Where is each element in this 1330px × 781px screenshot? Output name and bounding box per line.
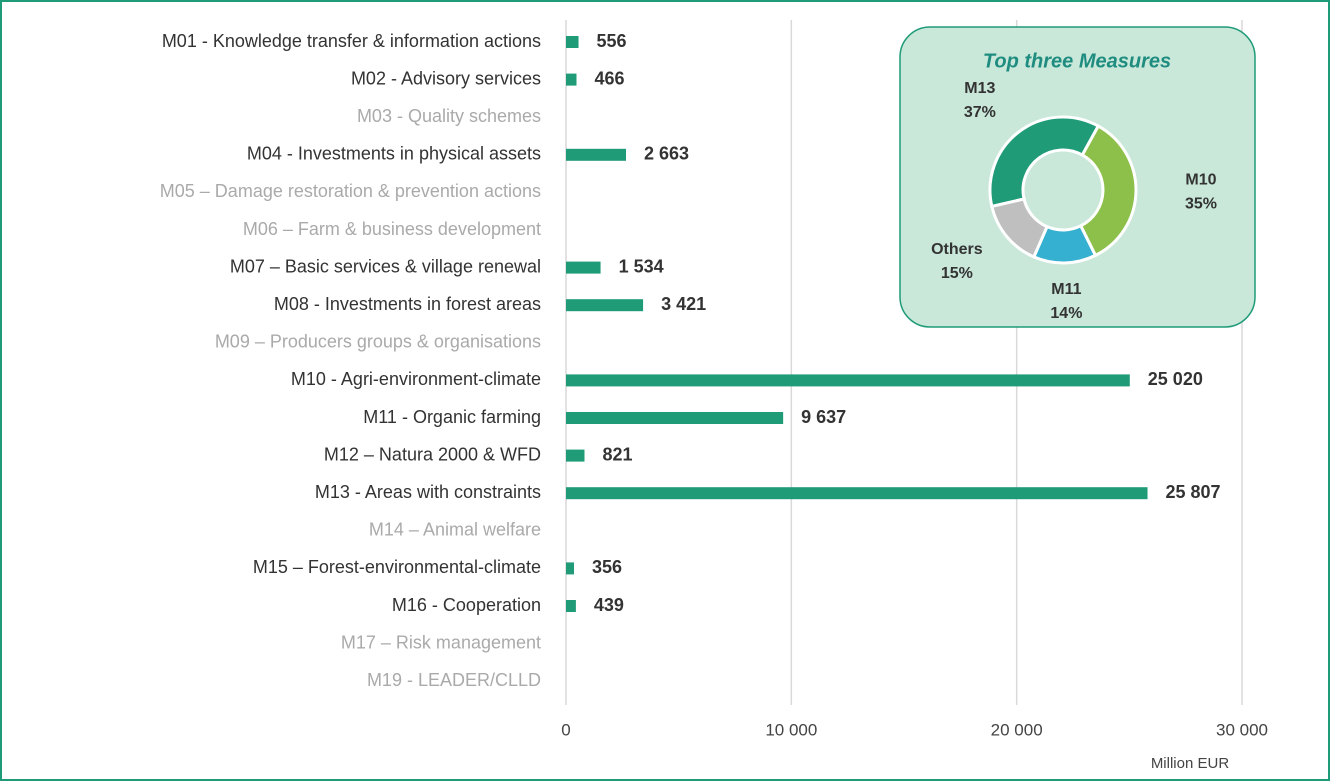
value-label: 466 xyxy=(595,68,625,88)
category-label: M12 – Natura 2000 & WFD xyxy=(324,444,541,464)
bar xyxy=(566,487,1148,500)
bar xyxy=(566,148,627,161)
inset-panel xyxy=(899,26,1256,328)
bar xyxy=(566,562,575,575)
bar xyxy=(566,374,1130,387)
slice-name: M11 xyxy=(1051,281,1081,298)
x-axis-label: Million EUR xyxy=(1151,755,1230,772)
value-label: 9 637 xyxy=(801,407,846,427)
slice-name: M13 xyxy=(964,80,995,97)
value-label: 356 xyxy=(592,557,622,577)
category-label: M17 – Risk management xyxy=(341,632,541,652)
bar xyxy=(566,73,577,86)
bar xyxy=(566,600,576,612)
inset-title: Top three Measures xyxy=(983,50,1171,72)
slice-value: 35% xyxy=(1185,196,1217,213)
value-label: 821 xyxy=(602,444,632,464)
donut-slice xyxy=(990,197,1050,259)
x-tick-label: 20 000 xyxy=(991,720,1043,739)
bar xyxy=(566,299,644,312)
category-label: M11 - Organic farming xyxy=(363,407,541,427)
slice-value: 15% xyxy=(941,265,973,282)
slice-value: 37% xyxy=(964,104,996,121)
x-tick-label: 10 000 xyxy=(765,720,817,739)
value-label: 3 421 xyxy=(661,294,706,314)
x-tick-label: 0 xyxy=(561,720,570,739)
x-tick-label: 30 000 xyxy=(1216,720,1268,739)
category-label: M10 - Agri-environment-climate xyxy=(291,369,541,389)
bar xyxy=(566,261,601,274)
slice-name: M10 xyxy=(1185,172,1216,189)
category-label: M15 – Forest-environmental-climate xyxy=(253,557,541,577)
donut-slice xyxy=(988,115,1101,209)
category-label: M14 – Animal welfare xyxy=(369,520,541,540)
category-label: M19 - LEADER/CLLD xyxy=(367,670,541,690)
category-label: M16 - Cooperation xyxy=(392,595,541,615)
category-label: M04 - Investments in physical assets xyxy=(247,144,541,164)
value-label: 556 xyxy=(597,31,627,51)
category-label: M02 - Advisory services xyxy=(351,68,541,88)
category-label: M01 - Knowledge transfer & information a… xyxy=(162,31,541,51)
value-label: 25 807 xyxy=(1166,482,1221,502)
bar xyxy=(566,449,585,462)
donut-chart: M13 37% M10 35% M11 14% Others 15% xyxy=(931,80,1217,322)
slice-value: 14% xyxy=(1050,305,1082,322)
category-label: M08 - Investments in forest areas xyxy=(274,294,541,314)
value-label: 439 xyxy=(594,595,624,615)
bar xyxy=(566,412,784,424)
category-label: M03 - Quality schemes xyxy=(357,106,541,126)
value-label: 2 663 xyxy=(644,144,689,164)
category-label: M13 - Areas with constraints xyxy=(315,482,541,502)
value-label: 25 020 xyxy=(1148,369,1203,389)
bar xyxy=(566,36,579,48)
category-label: M06 – Farm & business development xyxy=(243,219,541,239)
value-label: 1 534 xyxy=(619,256,664,276)
category-label: M09 – Producers groups & organisations xyxy=(215,332,541,352)
category-label: M07 – Basic services & village renewal xyxy=(230,256,541,276)
donut-slice xyxy=(1078,124,1138,258)
category-label: M05 – Damage restoration & prevention ac… xyxy=(160,181,541,201)
slice-name: Others xyxy=(931,241,983,258)
